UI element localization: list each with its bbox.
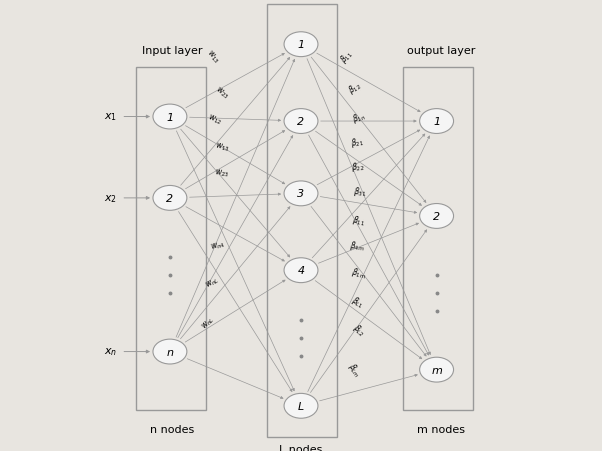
Text: 3: 3 xyxy=(297,189,305,199)
Text: 2: 2 xyxy=(297,117,305,127)
Text: $\beta_{1m}$: $\beta_{1m}$ xyxy=(350,265,368,281)
Ellipse shape xyxy=(420,204,453,229)
Ellipse shape xyxy=(420,357,453,382)
Text: Input layer: Input layer xyxy=(142,46,202,56)
Bar xyxy=(136,68,206,410)
Text: $\beta_{11}$: $\beta_{11}$ xyxy=(351,213,367,229)
Ellipse shape xyxy=(153,186,187,211)
Text: $\beta_{1n}$: $\beta_{1n}$ xyxy=(350,109,367,126)
Text: $\beta_{Lm}$: $\beta_{Lm}$ xyxy=(345,360,364,380)
Text: n: n xyxy=(166,347,173,357)
Ellipse shape xyxy=(284,110,318,134)
Text: 4: 4 xyxy=(297,266,305,276)
Text: $w_{23}$: $w_{23}$ xyxy=(213,84,231,101)
Text: 2: 2 xyxy=(433,212,440,221)
Text: $w_{12}$: $w_{12}$ xyxy=(206,112,224,127)
Text: 1: 1 xyxy=(297,40,305,50)
Text: 2: 2 xyxy=(166,193,173,203)
Text: $w_{13}$: $w_{13}$ xyxy=(204,47,222,65)
Ellipse shape xyxy=(153,105,187,130)
Text: $\beta_{12}$: $\beta_{12}$ xyxy=(345,79,364,97)
Text: $x_n$: $x_n$ xyxy=(104,346,117,358)
Text: $w_{n4}$: $w_{n4}$ xyxy=(209,239,226,253)
Bar xyxy=(403,68,473,410)
Text: $w_{nL}$: $w_{nL}$ xyxy=(204,274,222,290)
Ellipse shape xyxy=(153,339,187,364)
Text: L: L xyxy=(298,401,304,411)
Ellipse shape xyxy=(284,258,318,283)
Ellipse shape xyxy=(284,32,318,57)
Ellipse shape xyxy=(420,110,453,134)
Text: $\beta_{L2}$: $\beta_{L2}$ xyxy=(350,320,368,338)
Text: 1: 1 xyxy=(433,117,440,127)
Text: $x_1$: $x_1$ xyxy=(104,111,117,123)
Text: 1: 1 xyxy=(166,112,173,122)
Text: $\beta_{11}$: $\beta_{11}$ xyxy=(337,47,355,65)
Text: $\beta_{L1}$: $\beta_{L1}$ xyxy=(349,294,366,311)
Ellipse shape xyxy=(284,182,318,207)
Text: $w_{13}$: $w_{13}$ xyxy=(214,140,230,153)
Ellipse shape xyxy=(284,393,318,419)
Text: output layer: output layer xyxy=(407,46,476,56)
Text: $\beta_{31}$: $\beta_{31}$ xyxy=(353,185,367,198)
Text: $\beta_{21}$: $\beta_{21}$ xyxy=(350,134,365,150)
Text: m nodes: m nodes xyxy=(417,424,465,434)
Text: $x_2$: $x_2$ xyxy=(104,193,117,204)
Text: L nodes: L nodes xyxy=(279,444,323,451)
Bar xyxy=(267,5,337,437)
Text: m: m xyxy=(431,365,442,375)
Text: n nodes: n nodes xyxy=(150,424,194,434)
Text: $w_{nL}$: $w_{nL}$ xyxy=(200,314,217,331)
Text: $\beta_{22}$: $\beta_{22}$ xyxy=(350,160,365,174)
Text: $w_{23}$: $w_{23}$ xyxy=(214,168,230,179)
Text: $\beta_{4m}$: $\beta_{4m}$ xyxy=(349,239,365,253)
